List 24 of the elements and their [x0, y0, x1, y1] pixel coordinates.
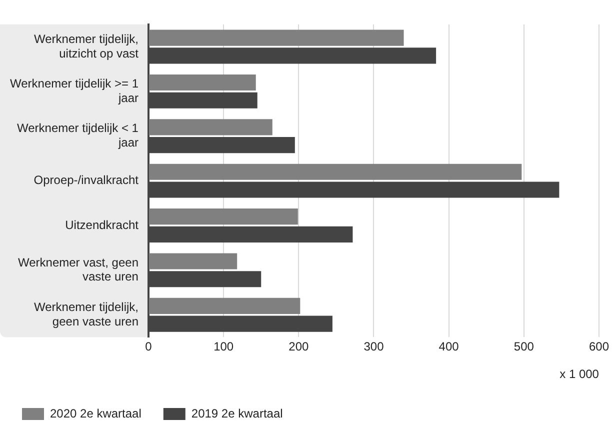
x-tick-label: 100 — [214, 340, 234, 354]
bar — [148, 253, 238, 270]
y-tick-label: Oproep-/invalkracht — [34, 173, 140, 188]
bar — [148, 298, 300, 314]
y-tick-label: Werknemer tijdelijk, uitzicht op vast — [34, 32, 140, 60]
y-tick-label: Werknemer tijdelijk < 1 jaar — [16, 121, 139, 150]
bar — [148, 164, 522, 180]
bar — [148, 208, 298, 225]
legend-label: 2019 2e kwartaal — [191, 406, 283, 420]
x-tick-label: 600 — [588, 340, 610, 354]
x-tick-label: 400 — [438, 340, 460, 354]
x-tick-label: 200 — [288, 340, 309, 354]
y-tick-label: Werknemer tijdelijk, geen vaste uren — [34, 300, 138, 328]
y-tick-label: Uitzendkracht — [65, 218, 140, 232]
x-axis-title: x 1 000 — [560, 367, 600, 382]
y-tick-label: Werknemer vast, geen vaste uren — [18, 255, 138, 284]
bar — [148, 119, 272, 136]
y-tick-label: Werknemer tijdelijk >= 1 jaar — [10, 76, 139, 105]
x-tick-label: 300 — [364, 340, 384, 354]
legend-label: 2020 2e kwartaal — [50, 406, 142, 420]
bar — [148, 74, 256, 91]
x-tick-label: 500 — [514, 340, 534, 354]
bar — [148, 30, 404, 46]
x-tick-label: 0 — [145, 340, 152, 354]
